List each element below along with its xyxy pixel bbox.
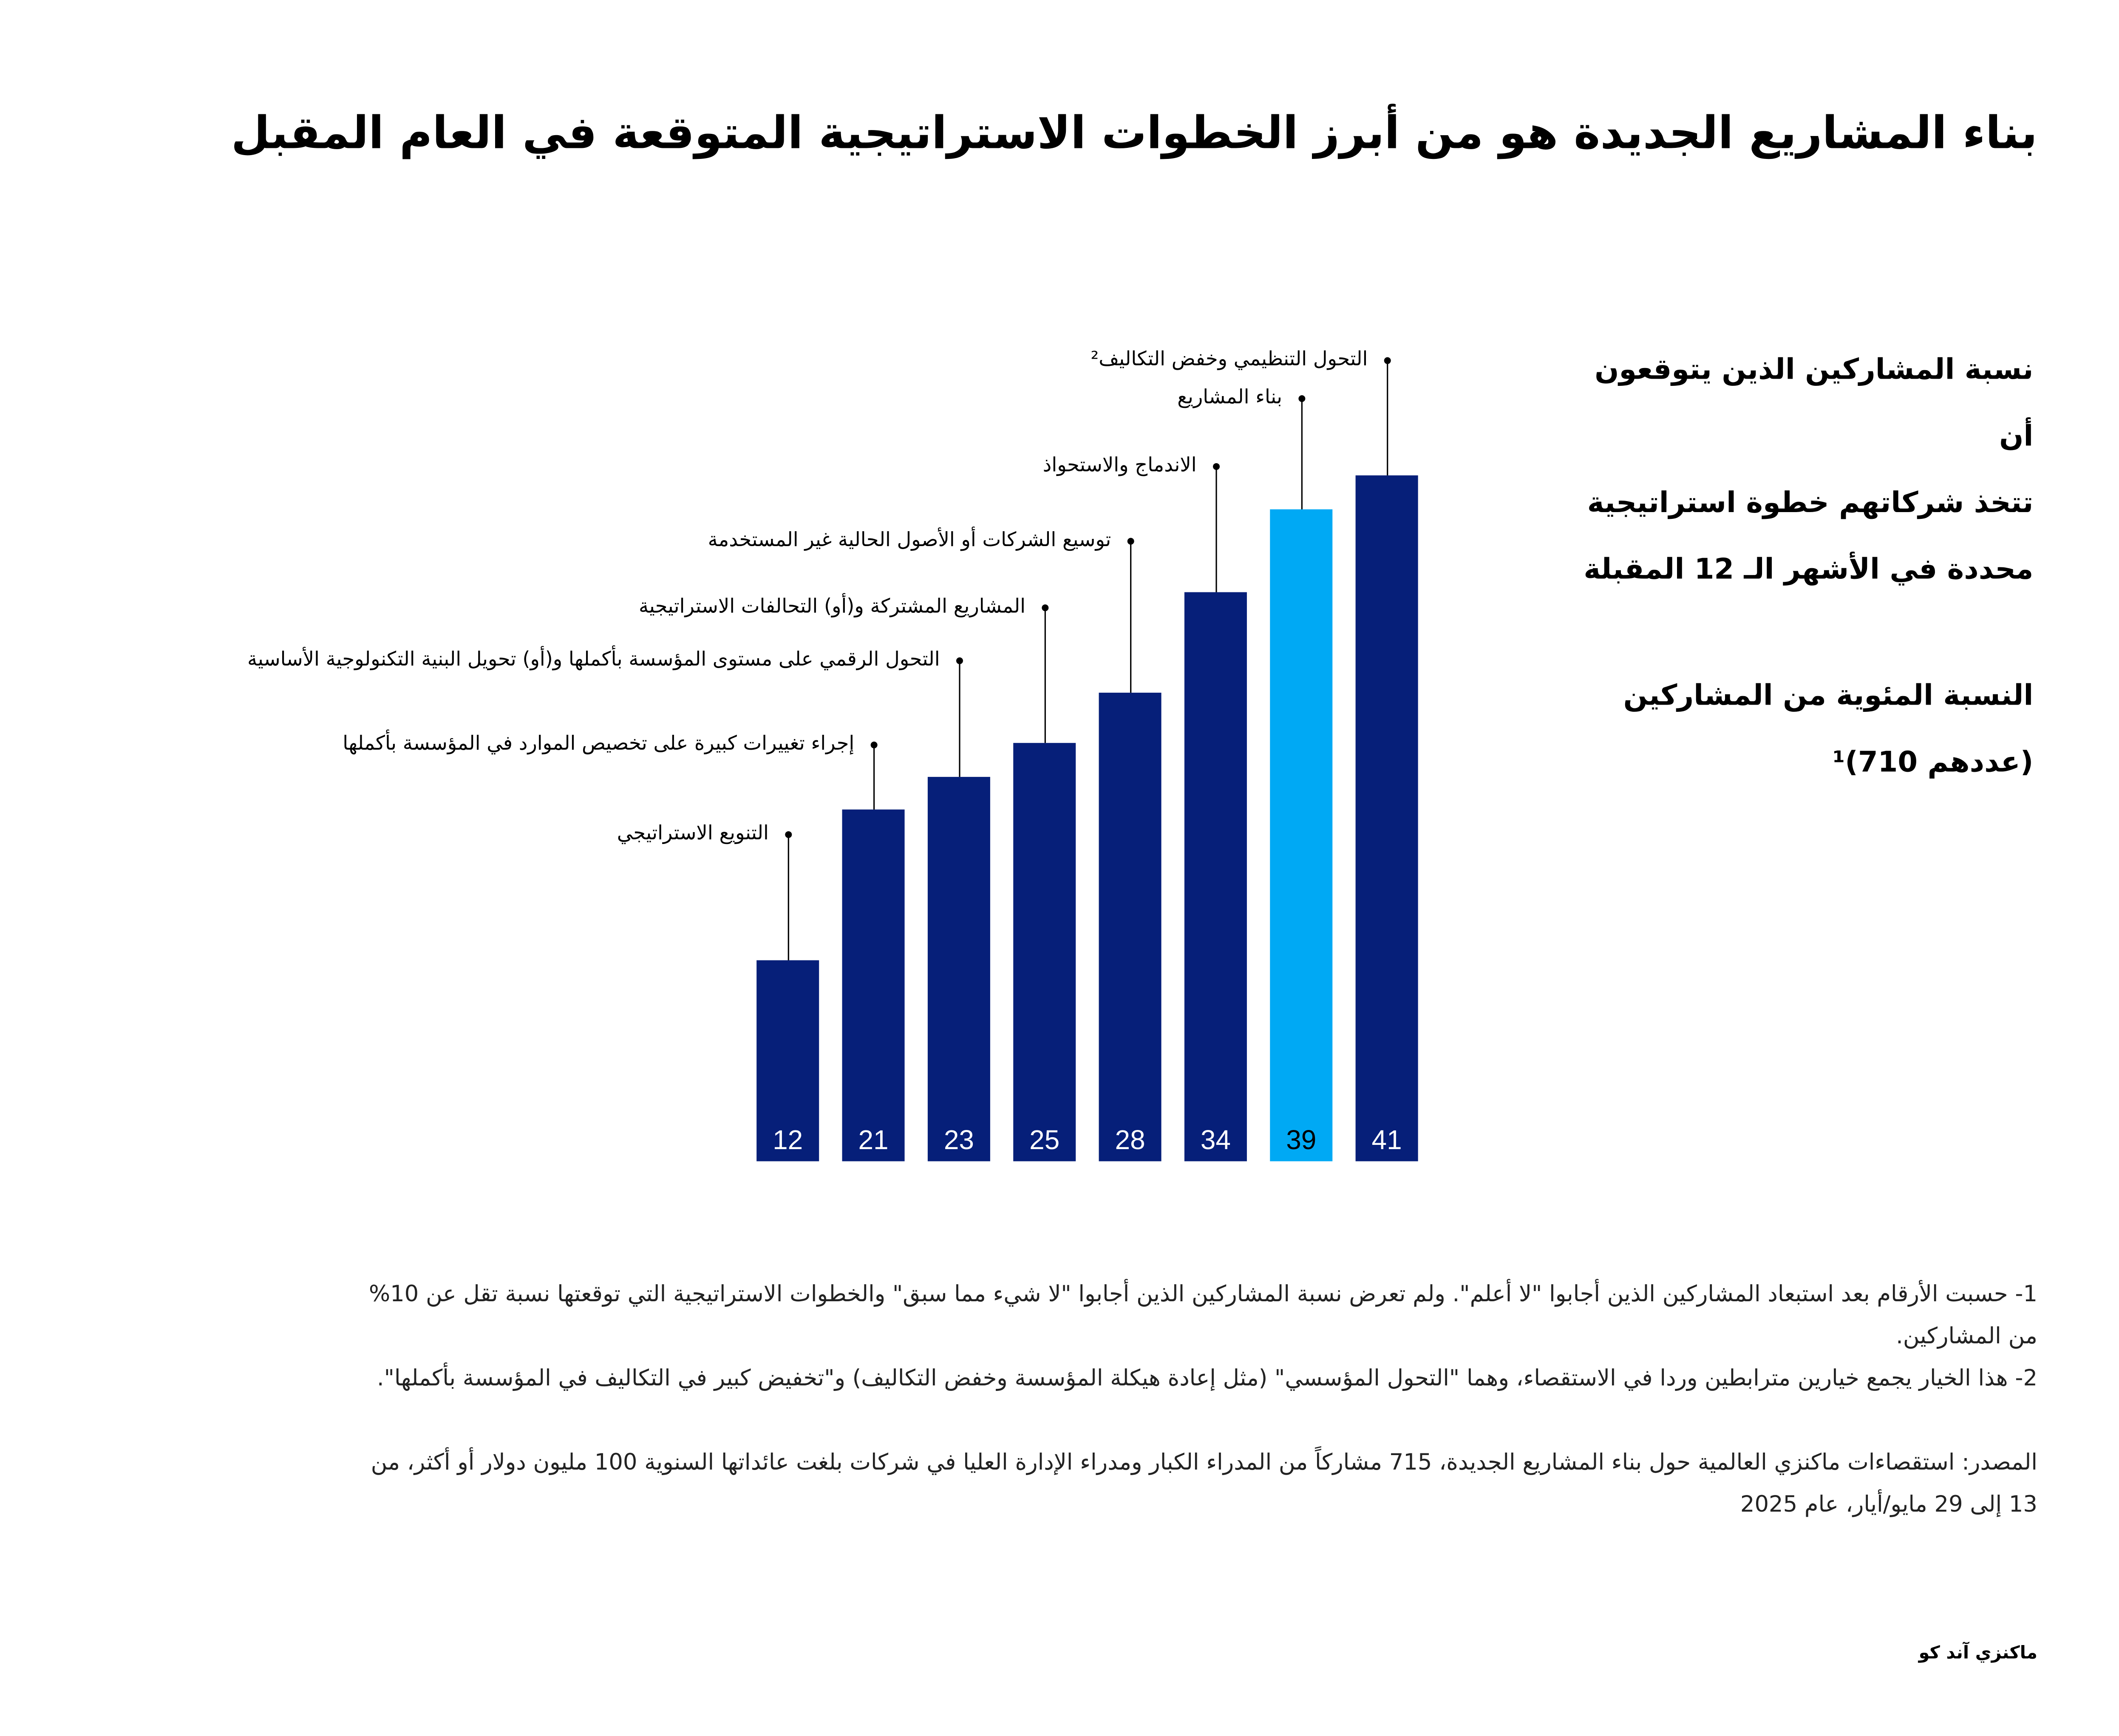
footnotes: 1- حسبت الأرقام بعد استبعاد المشاركين ال… [360, 1273, 2037, 1525]
category-label: بناء المشاريع [1177, 387, 1283, 409]
leader-line [1215, 466, 1217, 593]
category-label: الاندماج والاستحواذ [1043, 455, 1197, 477]
leader-dot [1213, 463, 1220, 470]
unit-label: (عددهم 710)¹ [1832, 745, 2034, 779]
leader-dot [1298, 395, 1306, 402]
leader-dot [1127, 538, 1134, 545]
leader-line [1130, 541, 1132, 693]
chart-title: بناء المشاريع الجديدة هو من أبرز الخطوات… [231, 106, 2037, 159]
footnote-2: 2- هذا الخيار يجمع خيارين مترابطين وردا … [377, 1365, 2037, 1391]
subtitle-line: تتخذ شركاتهم خطوة استراتيجية [1587, 486, 2034, 519]
leader-dot [1042, 604, 1049, 612]
leader-line [788, 834, 789, 961]
bar-value-label: 28 [1115, 1126, 1145, 1156]
chart-subtitle: نسبة المشاركين الذين يتوقعون أن تتخذ شرك… [1572, 337, 2034, 796]
leader-line [873, 744, 875, 810]
category-label: توسيع الشركات أو الأصول الحالية غير المس… [708, 530, 1111, 552]
leader-dot [870, 742, 878, 748]
category-label: التحول الرقمي على مستوى المؤسسة بأكملها … [247, 649, 940, 671]
logo: ماكنزي آند كو [1918, 1643, 2037, 1664]
bar: 25 [1013, 743, 1076, 1161]
category-label: المشاريع المشتركة و(أو) التحالفات الاستر… [638, 596, 1026, 618]
category-label: التنويع الاستراتيجي [617, 823, 769, 845]
bar: 28 [1099, 693, 1161, 1161]
bar: 39 [1270, 509, 1333, 1161]
leader-line [1387, 360, 1388, 476]
category-label: إجراء تغييرات كبيرة على تخصيص الموارد في… [343, 733, 855, 755]
bar-value-label: 21 [858, 1126, 889, 1156]
bar-value-label: 34 [1200, 1126, 1231, 1156]
bar: 12 [756, 960, 819, 1161]
bar-value-label: 23 [943, 1126, 974, 1156]
category-label: التحول التنظيمي وخفض التكاليف² [1091, 349, 1368, 371]
leader-line [1044, 607, 1046, 743]
leader-dot [1384, 357, 1391, 364]
bar-value-label: 39 [1286, 1126, 1317, 1156]
bar: 23 [927, 776, 990, 1161]
bar-chart: 12 التنويع الاستراتيجي 21 إجراء تغييرات كبي… [247, 349, 1418, 1161]
leader-line [1301, 398, 1303, 509]
bar-value-label: 25 [1029, 1126, 1060, 1156]
bar-value-label: 12 [773, 1126, 803, 1156]
bar: 21 [842, 810, 905, 1161]
leader-dot [956, 657, 963, 664]
leader-dot [785, 831, 792, 838]
subtitle-line: نسبة المشاركين الذين يتوقعون أن [1595, 353, 2034, 453]
source-note: المصدر: استقصاءات ماكنزي العالمية حول بن… [371, 1449, 2037, 1517]
footnote-1: 1- حسبت الأرقام بعد استبعاد المشاركين ال… [368, 1280, 2037, 1349]
unit-label: النسبة المئوية من المشاركين [1623, 679, 2034, 712]
bar: 34 [1184, 592, 1247, 1161]
subtitle-line: محددة في الأشهر الـ 12 المقبلة [1584, 552, 2034, 586]
bar: 41 [1355, 475, 1418, 1161]
bar-value-label: 41 [1371, 1126, 1402, 1156]
leader-line [959, 660, 960, 777]
